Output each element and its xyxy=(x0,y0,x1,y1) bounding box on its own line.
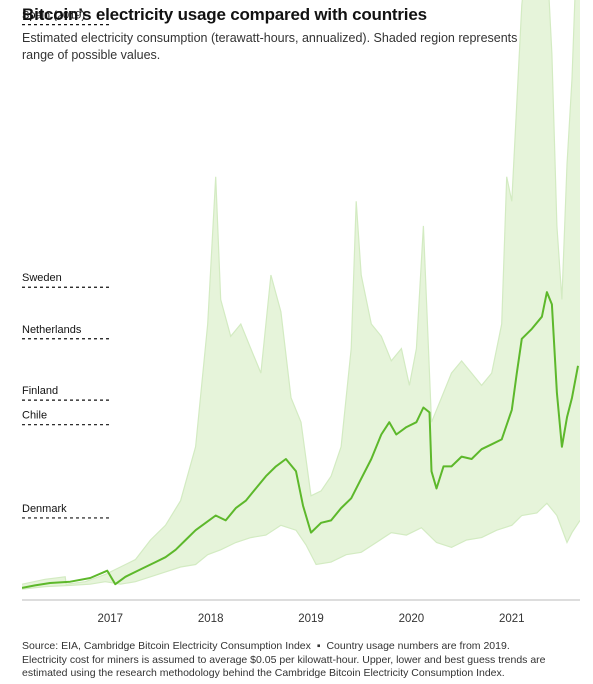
x-tick-label-2018: 2018 xyxy=(198,613,224,625)
x-tick-label-2021: 2021 xyxy=(499,613,525,625)
reference-netherlands: Netherlands xyxy=(22,324,110,340)
upper-bound-line xyxy=(22,0,576,585)
reference-chile: Chile xyxy=(22,410,110,426)
x-tick-label-2019: 2019 xyxy=(298,613,324,625)
reference-spain-2019: Spain (2019) xyxy=(22,10,110,26)
x-tick-label-2020: 2020 xyxy=(399,613,425,625)
reference-finland: Finland xyxy=(22,385,110,401)
reference-sweden: Sweden xyxy=(22,272,110,288)
reference-label: Chile xyxy=(22,410,47,422)
separator-icon: ▪ xyxy=(316,640,321,652)
best-guess-line xyxy=(22,291,579,589)
methodology-note: Electricity cost for miners is assumed t… xyxy=(22,653,546,680)
reference-label: Netherlands xyxy=(22,324,82,336)
reference-denmark: Denmark xyxy=(22,503,110,519)
x-axis-ticks: 2017 2018 2019 2020 2021 xyxy=(98,613,525,625)
footnote: Source: EIA, Cambridge Bitcoin Electrici… xyxy=(22,640,582,681)
chart-subtitle: Estimated electricity consumption (teraw… xyxy=(22,31,539,62)
source-text: Source: EIA, Cambridge Bitcoin Electrici… xyxy=(22,640,311,652)
chart-title: Bitcoin’s electricity usage compared wit… xyxy=(22,5,427,24)
reference-label: Spain (2019) xyxy=(22,10,85,22)
electricity-chart: Spain (2019) Sweden Netherlands Finland Chil… xyxy=(22,0,580,625)
reference-label: Sweden xyxy=(22,272,62,284)
reference-label: Denmark xyxy=(22,503,67,515)
reference-label: Finland xyxy=(22,385,58,397)
range-area xyxy=(22,0,580,590)
x-tick-label-2017: 2017 xyxy=(98,613,124,625)
reference-lines: Spain (2019) Sweden Netherlands Finland Chil… xyxy=(22,10,110,519)
country-note: Country usage numbers are from 2019. xyxy=(326,640,510,652)
lower-bound-line xyxy=(22,502,580,590)
